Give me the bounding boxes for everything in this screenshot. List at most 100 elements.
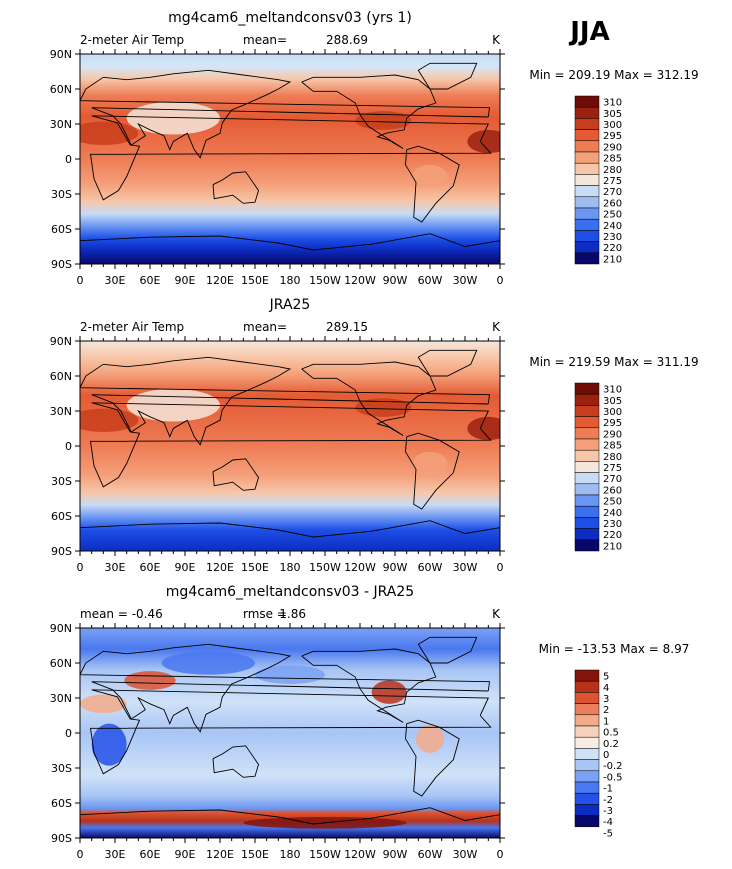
colorbar-label: 280 [603,165,622,176]
field-anomaly-4 [161,651,255,675]
colorbar-box [574,140,600,153]
coastline-6 [417,349,478,377]
colorbar-label: 230 [603,232,622,243]
coastline-7 [80,520,500,538]
colorbar-label: 290 [603,429,622,440]
left-label: mean = -0.46 [80,607,163,621]
colorbar-box [574,185,600,198]
field-anomaly-2 [371,680,407,704]
colorbar-box [574,151,600,164]
x-tick-label: 0 [77,274,84,287]
colorbar-box [574,736,600,749]
field-anomaly-4 [467,129,500,154]
x-tick-label: 0 [497,848,504,861]
min-max-label: Min = 219.59 Max = 311.19 [529,355,698,369]
colorbar-box [574,405,600,417]
min-max-label: Min = -13.53 Max = 8.97 [539,642,690,656]
field-anomaly-3 [124,671,176,690]
y-tick-label: 60N [50,657,72,670]
y-tick-label: 30N [50,692,72,705]
stat-value: 1.86 [279,607,306,621]
colorbar-label: 285 [603,154,622,165]
stat-label: rmse = [243,607,287,621]
y-tick-label: 30S [51,188,72,201]
colorbar-label: 5 [603,672,609,683]
field-anomaly-2 [80,408,139,432]
colorbar-box [574,703,600,716]
colorbar-box [574,252,600,265]
colorbar-label: 300 [603,407,622,418]
x-tick-label: 60E [140,848,161,861]
colorbar-label: 1 [603,716,609,727]
colorbar-label: 220 [603,243,622,254]
y-tick-label: 60S [51,510,72,523]
colorbar-box [574,207,600,220]
y-tick-label: 0 [65,727,72,740]
x-tick-label: 30W [453,561,478,574]
y-tick-label: 90N [50,48,72,61]
colorbar-box [574,505,600,518]
colorbar-label: 295 [603,418,622,429]
field-anomaly-6 [255,665,325,685]
coastline-5 [405,432,460,510]
x-tick-label: 0 [497,274,504,287]
colorbar-box [574,804,600,816]
units-label: K [492,320,501,334]
y-tick-label: 90N [50,622,72,635]
panel-title: mg4cam6_meltandconsv03 (yrs 1) [168,10,412,26]
x-tick-label: 30E [105,561,126,574]
field-anomaly-4 [467,416,500,441]
x-tick-label: 120W [344,561,376,574]
y-tick-label: 60S [51,797,72,810]
colorbar-label: 260 [603,485,622,496]
coastline-2 [80,356,491,446]
colorbar-box [574,692,600,704]
x-tick-label: 0 [77,561,84,574]
colorbar-label: 305 [603,396,622,407]
colorbar-label: 280 [603,452,622,463]
colorbar-label: -0.2 [603,761,623,772]
colorbar-label: 270 [603,474,622,485]
colorbar-label: -1 [603,784,613,795]
coastline-6 [417,62,478,90]
colorbar-box [574,438,600,451]
coastline-4 [301,648,437,723]
season-label: JJA [568,17,609,47]
y-tick-label: 90S [51,832,72,845]
colorbar-box [574,95,600,108]
colorbar-label: 295 [603,131,622,142]
colorbar-box [574,472,600,485]
colorbar-label: 0 [603,750,609,761]
colorbar-box [574,770,600,783]
colorbar-label: -5 [603,828,613,839]
colorbar-box [574,449,600,462]
colorbar-label: 305 [603,109,622,120]
colorbar-box [574,416,600,429]
coastline-4 [301,361,437,436]
stat-label: mean= [243,320,287,334]
colorbar-label: 270 [603,187,622,198]
colorbar-box [574,196,600,209]
colorbar-box [574,528,600,541]
colorbar-label: 210 [603,254,622,265]
coastline-1 [89,115,492,201]
field-anomaly-3 [355,398,412,417]
coastline-1 [89,689,492,775]
x-tick-label: 150E [241,561,269,574]
x-tick-label: 30E [105,848,126,861]
colorbar-box [574,494,600,507]
left-label: 2-meter Air Temp [80,320,184,334]
field-anomaly-7 [416,724,444,753]
colorbar-box [574,129,600,142]
x-tick-label: 30W [453,848,478,861]
stat-label: mean= [243,33,287,47]
x-tick-label: 150W [309,274,341,287]
colorbar-box [574,230,600,242]
x-tick-label: 150W [309,561,341,574]
x-tick-label: 60W [418,848,443,861]
colorbar-label: 250 [603,497,622,508]
colorbar-box [574,218,600,231]
colorbar-label: -0.5 [603,772,623,783]
colorbar-box [574,680,600,693]
